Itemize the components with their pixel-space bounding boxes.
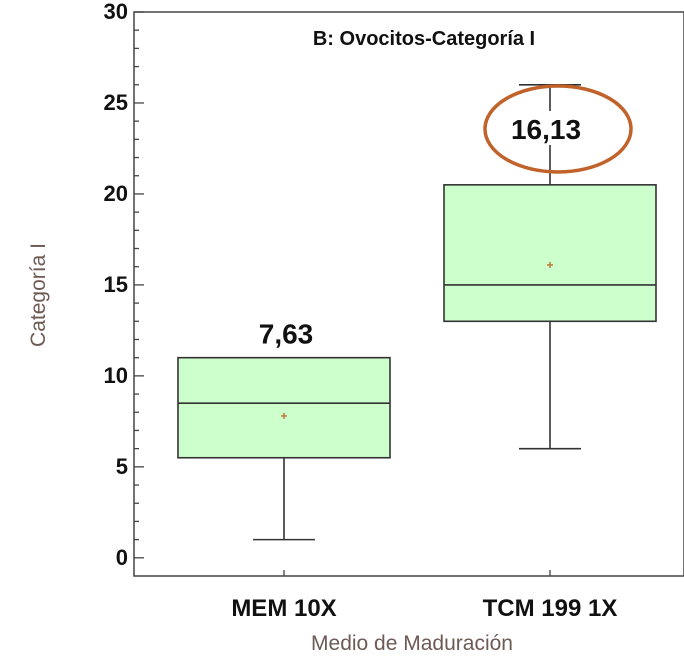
box [177, 356, 391, 459]
y-tick-label: 20 [104, 181, 128, 206]
mean-marker [547, 261, 553, 268]
mean-label: 7,63 [259, 319, 314, 350]
y-tick-label: 10 [104, 363, 128, 388]
mean-marker [281, 412, 287, 419]
y-tick-label: 15 [104, 272, 128, 297]
mean-label-background [502, 110, 598, 145]
y-tick-label: 0 [116, 545, 128, 570]
y-tick-label: 30 [104, 0, 128, 24]
y-axis-title: Categoría I [27, 243, 50, 347]
x-tick-label: MEM 10X [231, 595, 336, 622]
mean-label: 16,13 [511, 114, 581, 145]
axes: 0 5 10 15 20 25 30 MEM 10X TCM 199 1X [104, 0, 684, 622]
plot-marks: 7,63 16,13 [177, 83, 657, 541]
highlight-ellipse [483, 84, 633, 174]
box [443, 184, 657, 323]
x-axis-title: Medio de Maduración [311, 632, 513, 655]
labels: B: Ovocitos-Categoría I Categoría I Medi… [27, 28, 535, 655]
y-tick-label: 25 [104, 90, 128, 115]
chart-title: B: Ovocitos-Categoría I [313, 28, 535, 50]
plot-frame [133, 11, 684, 577]
x-tick-label: TCM 199 1X [483, 595, 618, 622]
y-tick-label: 5 [116, 454, 128, 479]
